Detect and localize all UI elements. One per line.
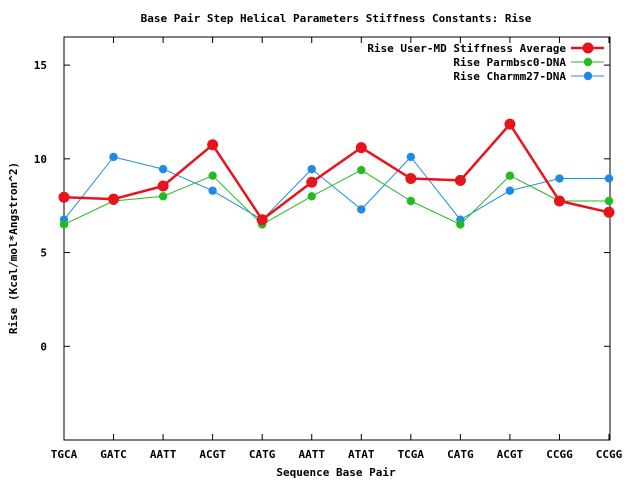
data-point (208, 186, 217, 195)
legend-label: Rise Charmm27-DNA (453, 70, 566, 83)
data-point (157, 180, 169, 192)
data-point (208, 171, 217, 180)
series (59, 165, 614, 229)
data-point (158, 192, 168, 201)
data-point (456, 220, 465, 229)
series-layer (58, 118, 615, 229)
data-point (158, 164, 168, 174)
data-point (58, 191, 70, 203)
x-tick-label: ACGT (199, 448, 226, 461)
x-tick-label: ACGT (497, 448, 524, 461)
legend-marker (582, 42, 594, 54)
data-point (505, 171, 515, 180)
series-line (63, 169, 609, 225)
x-tick-label: CCGG (596, 448, 623, 461)
legend-marker (583, 71, 593, 81)
data-point (505, 186, 515, 195)
series (58, 118, 615, 226)
data-point (553, 195, 565, 207)
data-point (357, 165, 366, 175)
x-tick-label: GATC (100, 448, 127, 461)
data-point (406, 196, 416, 206)
legend-label: Rise User-MD Stiffness Average (367, 42, 566, 55)
y-tick-label: 10 (34, 153, 47, 166)
series-line (63, 156, 609, 221)
data-point (454, 174, 466, 186)
data-point (604, 196, 614, 206)
data-point (256, 214, 268, 226)
data-point (603, 206, 615, 218)
x-tick-label: AATT (298, 448, 325, 461)
y-tick-label: 15 (34, 59, 47, 72)
y-axis: 0 5 10 15 (34, 59, 610, 353)
data-point (357, 205, 366, 214)
y-tick-label: 0 (40, 340, 47, 353)
x-tick-label: TGCA (51, 448, 78, 461)
data-point (504, 118, 516, 130)
data-point (207, 139, 219, 151)
data-point (555, 174, 564, 183)
data-point (108, 193, 120, 205)
x-axis-label: Sequence Base Pair (276, 466, 396, 479)
x-tick-label: CCGG (546, 448, 573, 461)
data-point (109, 152, 118, 162)
x-axis: TGCA GATC AATT ACGT CATG AATT ATAT TCGA CATG ACGT… (51, 37, 623, 461)
data-point (355, 142, 367, 154)
data-point (405, 173, 417, 185)
plot-area (63, 36, 611, 441)
data-point (306, 176, 318, 188)
legend-marker (583, 57, 593, 67)
data-point (307, 164, 316, 174)
y-axis-label: Rise (Kcal/mol*Angstron^2) (7, 162, 20, 334)
x-tick-label: TCGA (398, 448, 425, 461)
data-point (406, 152, 416, 162)
x-tick-label: CATG (249, 448, 276, 461)
series-line (63, 122, 610, 222)
data-point (59, 220, 69, 229)
y-tick-label: 5 (40, 247, 47, 260)
x-tick-label: AATT (150, 448, 177, 461)
data-point (307, 192, 316, 201)
x-tick-label: CATG (447, 448, 474, 461)
chart-title: Base Pair Step Helical Parameters Stiffn… (141, 12, 532, 25)
legend-label: Rise Parmbsc0-DNA (453, 56, 566, 69)
data-point (604, 174, 614, 183)
x-tick-label: ATAT (348, 448, 375, 461)
